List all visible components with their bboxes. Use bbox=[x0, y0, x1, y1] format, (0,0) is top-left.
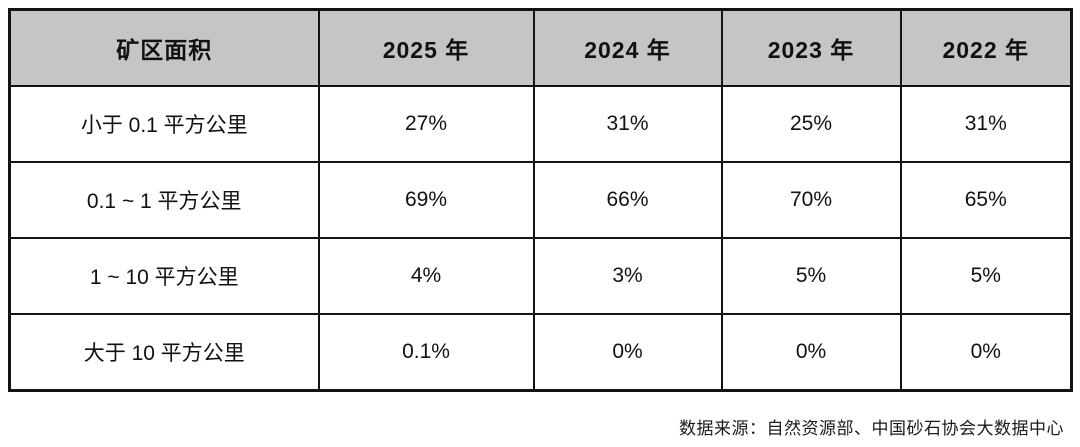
mine-area-table: 矿区面积 2025 年 2024 年 2023 年 2022 年 小于 0.1 … bbox=[8, 8, 1073, 392]
header-cell-2023: 2023 年 bbox=[720, 8, 902, 87]
row-label: 小于 0.1 平方公里 bbox=[8, 85, 320, 163]
table-cell: 70% bbox=[720, 161, 902, 239]
table-header-row: 矿区面积 2025 年 2024 年 2023 年 2022 年 bbox=[8, 8, 1073, 87]
header-cell-2022: 2022 年 bbox=[899, 8, 1073, 87]
table-cell: 27% bbox=[317, 85, 535, 163]
header-cell-2025: 2025 年 bbox=[317, 8, 535, 87]
table-cell: 65% bbox=[899, 161, 1073, 239]
table-cell: 0.1% bbox=[317, 313, 535, 392]
table-row: 大于 10 平方公里 0.1% 0% 0% 0% bbox=[8, 313, 1073, 392]
table-cell: 0% bbox=[532, 313, 723, 392]
table-row: 0.1 ~ 1 平方公里 69% 66% 70% 65% bbox=[8, 161, 1073, 239]
table-cell: 4% bbox=[317, 237, 535, 315]
table-cell: 0% bbox=[899, 313, 1073, 392]
header-cell-2024: 2024 年 bbox=[532, 8, 723, 87]
table-cell: 69% bbox=[317, 161, 535, 239]
table-cell: 5% bbox=[899, 237, 1073, 315]
data-source-note: 数据来源：自然资源部、中国砂石协会大数据中心 bbox=[679, 419, 1064, 438]
table-row: 小于 0.1 平方公里 27% 31% 25% 31% bbox=[8, 85, 1073, 163]
table-cell: 25% bbox=[720, 85, 902, 163]
row-label: 大于 10 平方公里 bbox=[8, 313, 320, 392]
table-cell: 66% bbox=[532, 161, 723, 239]
table-cell: 3% bbox=[532, 237, 723, 315]
table-cell: 0% bbox=[720, 313, 902, 392]
table-cell: 5% bbox=[720, 237, 902, 315]
row-label: 1 ~ 10 平方公里 bbox=[8, 237, 320, 315]
header-cell-area: 矿区面积 bbox=[8, 8, 320, 87]
table-cell: 31% bbox=[899, 85, 1073, 163]
table-cell: 31% bbox=[532, 85, 723, 163]
table-row: 1 ~ 10 平方公里 4% 3% 5% 5% bbox=[8, 237, 1073, 315]
row-label: 0.1 ~ 1 平方公里 bbox=[8, 161, 320, 239]
